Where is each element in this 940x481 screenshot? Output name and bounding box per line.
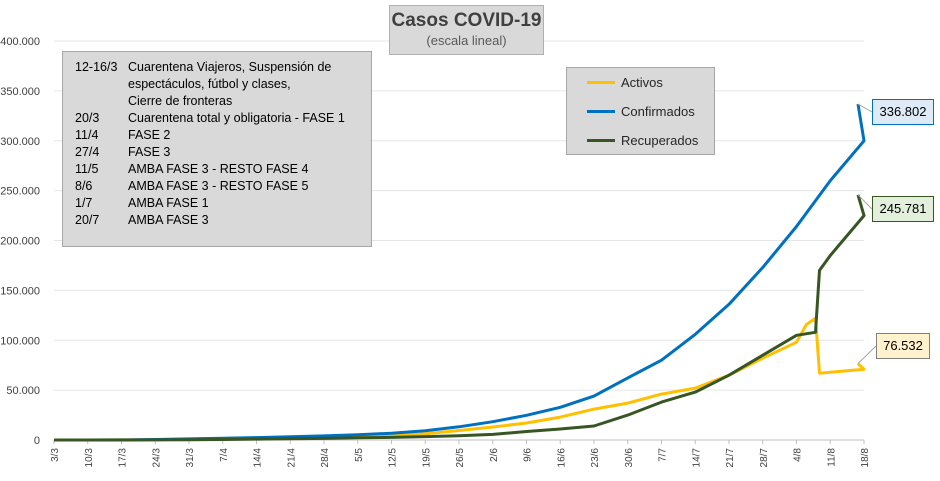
x-tick-label: 14/7 [691,448,702,468]
chart-subtitle: (escala lineal) [426,33,507,48]
chart-title-box: Casos COVID-19 (escala lineal) [389,5,544,55]
x-tick-label: 28/7 [759,448,770,468]
x-tick-label: 7/7 [658,448,669,462]
note-text: AMBA FASE 3 - RESTO FASE 5 [128,179,309,193]
callout-activos: 76.532 [876,333,930,359]
note-row: 20/7 AMBA FASE 3 [75,212,371,229]
y-tick-label: 200.000 [0,236,40,248]
note-text: FASE 3 [128,145,171,159]
x-tick-label: 11/8 [826,448,837,467]
legend-item-recuperados: Recuperados [587,130,698,150]
note-row: 12-16/3 Cuarentena Viajeros, Suspensión d… [75,59,371,76]
x-tick-label: 19/5 [421,448,432,468]
note-row: espectáculos, fútbol y clases, [75,76,371,93]
note-date: 20/7 [75,213,100,227]
x-tick-label: 16/6 [556,448,567,468]
y-tick-label: 300.000 [0,136,40,148]
note-date: 20/3 [75,111,100,125]
x-tick-label: 30/6 [624,448,635,468]
leader-line [857,103,873,113]
x-tick-label: 21/4 [286,448,297,468]
note-date: 1/7 [75,196,93,210]
note-row: 8/6 AMBA FASE 3 - RESTO FASE 5 [75,178,371,195]
x-tick-label: 28/4 [320,448,331,468]
leader-line [857,345,877,365]
leader-line [857,194,873,210]
x-tick-label: 23/6 [590,448,601,468]
y-tick-label: 400.000 [0,36,40,48]
x-tick-label: 4/8 [793,448,804,462]
note-date: 27/4 [75,145,100,159]
legend-item-activos: Activos [587,72,663,92]
note-text: Cuarentena Viajeros, Suspensión de [128,60,332,74]
y-tick-label: 150.000 [0,285,40,297]
note-text: AMBA FASE 3 - RESTO FASE 4 [128,162,309,176]
y-tick-label: 350.000 [0,86,40,98]
note-text: espectáculos, fútbol y clases, [128,77,291,91]
note-date: 8/6 [75,179,93,193]
note-text: Cierre de fronteras [128,94,233,108]
legend-item-confirmados: Confirmados [587,101,695,121]
note-row: 11/4 FASE 2 [75,127,371,144]
x-tick-label: 3/3 [50,448,61,462]
x-tick-label: 21/7 [725,448,736,468]
note-row: 20/3 Cuarentena total y obligatoria - FAS… [75,110,371,127]
legend-label: Confirmados [621,103,695,119]
note-text: AMBA FASE 1 [128,196,209,210]
series-line-recuperados [54,194,866,442]
legend-swatch [587,80,615,84]
note-row: 1/7 AMBA FASE 1 [75,195,371,212]
phase-notes-box: 12-16/3 Cuarentena Viajeros, Suspensión d… [62,51,372,247]
note-row: 11/5 AMBA FASE 3 - RESTO FASE 4 [75,161,371,178]
x-tick-label: 9/6 [523,448,534,462]
note-date: 11/4 [75,128,99,142]
x-tick-label: 7/4 [219,448,230,462]
note-date: 11/5 [75,162,99,176]
note-text: AMBA FASE 3 [128,213,209,227]
x-tick-label: 10/3 [84,448,95,468]
callout-confirmados: 336.802 [872,99,934,125]
x-tick-label: 18/8 [860,448,871,468]
y-tick-label: 50.000 [6,385,40,397]
note-date: 12-16/3 [75,60,118,74]
legend: Activos Confirmados Recuperados [566,67,715,155]
legend-swatch [587,109,615,113]
y-tick-label: 0 [34,435,40,447]
note-text: FASE 2 [128,128,171,142]
legend-label: Activos [621,74,663,90]
series-line-activos [54,316,866,442]
x-tick-label: 14/4 [253,448,264,468]
chart-title: Casos COVID-19 [391,10,542,31]
y-tick-label: 100.000 [0,335,40,347]
legend-swatch [587,138,615,142]
x-tick-label: 5/5 [354,448,365,462]
callout-recuperados: 245.781 [872,196,934,222]
note-text: Cuarentena total y obligatoria - FASE 1 [128,111,345,125]
x-tick-label: 26/5 [455,448,466,468]
legend-label: Recuperados [621,132,699,148]
x-tick-label: 12/5 [388,448,399,468]
x-tick-label: 2/6 [489,448,500,462]
x-tick-label: 17/3 [118,448,129,468]
y-tick-label: 250.000 [0,186,40,198]
note-row: 27/4 FASE 3 [75,144,371,161]
x-tick-label: 31/3 [185,448,196,468]
note-row: Cierre de fronteras [75,93,371,110]
x-tick-label: 24/3 [151,448,162,468]
